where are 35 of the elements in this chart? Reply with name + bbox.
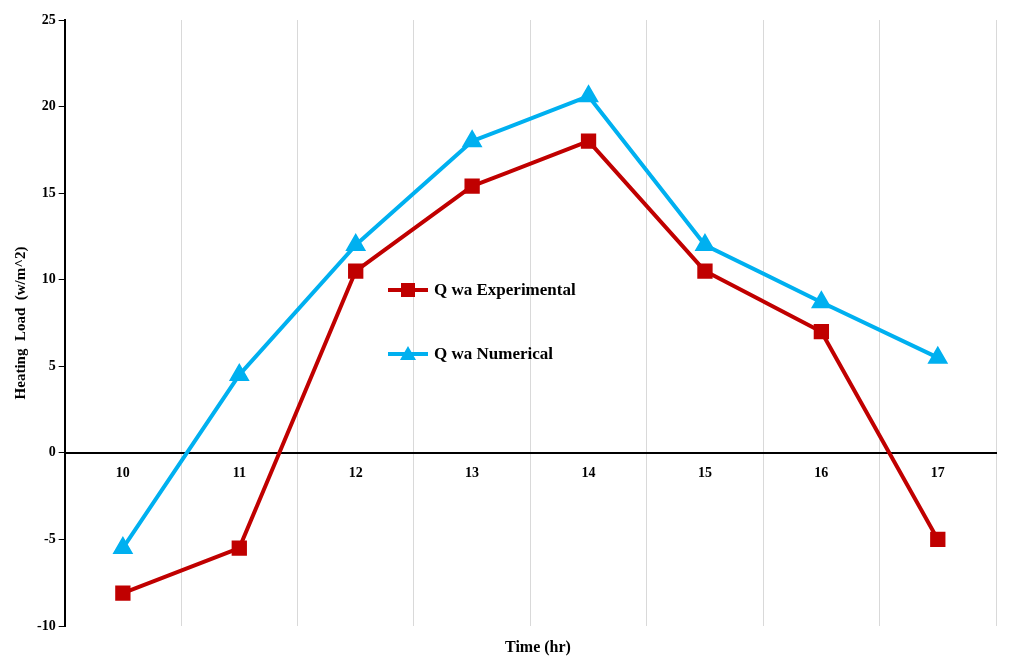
legend-label: Q wa Experimental bbox=[434, 280, 576, 301]
point bbox=[346, 235, 365, 252]
legend-label: Q wa Numerical bbox=[434, 344, 553, 365]
y-tick-label: 10 bbox=[41, 271, 56, 287]
point bbox=[231, 540, 247, 556]
point bbox=[230, 364, 249, 381]
point bbox=[813, 324, 830, 340]
point bbox=[115, 585, 131, 601]
x-tick-label: 13 bbox=[465, 464, 480, 480]
point bbox=[696, 235, 714, 252]
x-tick-label: 17 bbox=[930, 464, 945, 480]
point bbox=[348, 263, 364, 279]
x-tick-label: 16 bbox=[814, 464, 829, 480]
x-tick-label: 10 bbox=[115, 464, 130, 480]
x-tick-label: 12 bbox=[348, 464, 363, 480]
y-tick-label: 25 bbox=[41, 11, 56, 27]
y-tick-label: 0 bbox=[48, 444, 56, 460]
point bbox=[463, 131, 482, 148]
point bbox=[464, 178, 480, 194]
y-tick-label: 15 bbox=[41, 184, 56, 200]
point bbox=[812, 292, 831, 309]
y-tick-label: -5 bbox=[43, 531, 56, 547]
point bbox=[580, 133, 597, 149]
y-tick-label: -10 bbox=[36, 617, 56, 633]
y-tick-label: 20 bbox=[41, 98, 56, 114]
x-tick-label: 15 bbox=[697, 464, 712, 480]
point bbox=[930, 531, 946, 548]
x-axis-title: Time (hr) bbox=[504, 638, 572, 656]
point bbox=[579, 86, 598, 103]
point bbox=[113, 538, 132, 555]
y-tick-label: 5 bbox=[48, 357, 56, 373]
x-tick-label: 14 bbox=[581, 464, 596, 480]
point bbox=[697, 263, 713, 279]
y-axis-title: Heating Load (w/m^2) bbox=[11, 246, 29, 400]
x-tick-label: 11 bbox=[232, 464, 246, 480]
